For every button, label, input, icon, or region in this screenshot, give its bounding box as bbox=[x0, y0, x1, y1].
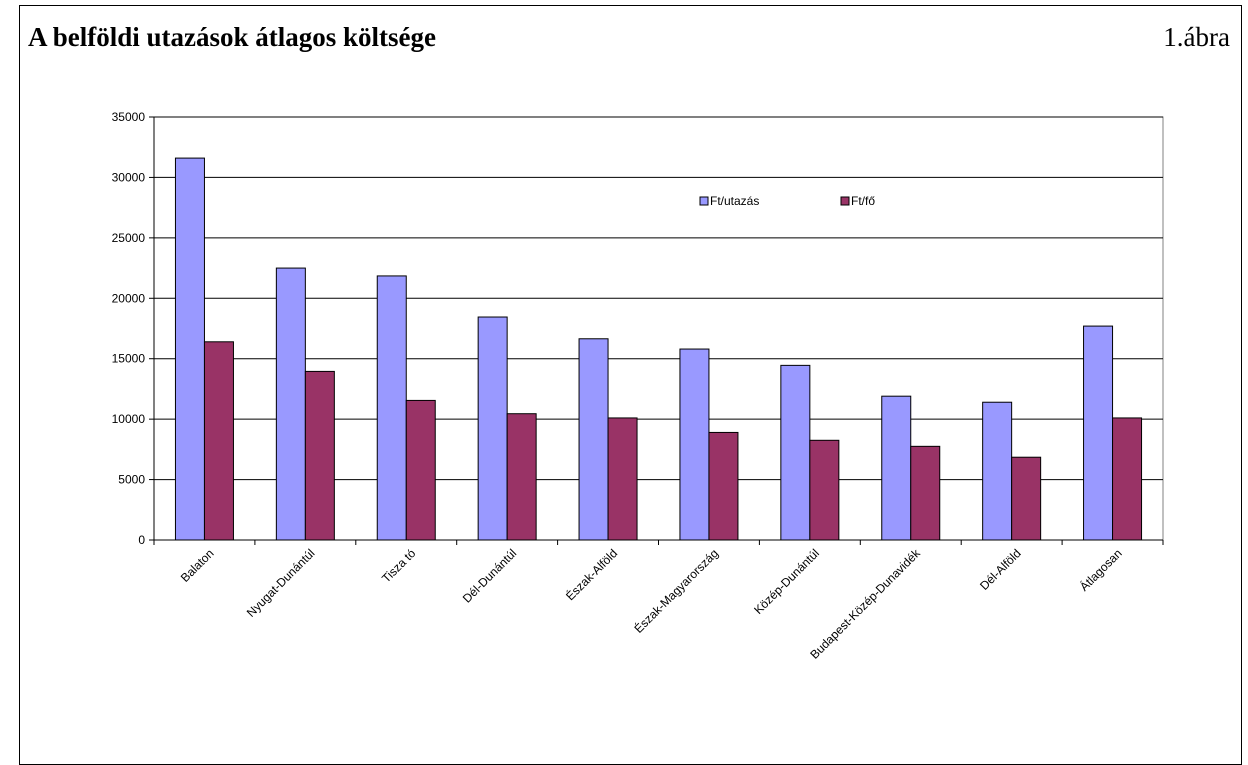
bar-ft-utazas bbox=[1083, 325, 1114, 541]
figure-label: 1.ábra bbox=[1163, 22, 1230, 52]
bar-ft-utazas bbox=[578, 338, 609, 541]
x-tick-label: Tisza tó bbox=[379, 546, 419, 586]
x-tick-label: Dél-Alföld bbox=[977, 546, 1024, 593]
y-tick-label: 25000 bbox=[112, 231, 146, 245]
bar-ft-utazas bbox=[174, 157, 205, 541]
bar-ft-fo bbox=[910, 445, 941, 541]
page-title: A belföldi utazások átlagos költsége bbox=[28, 22, 437, 52]
legend-label: Ft/fő bbox=[851, 194, 875, 208]
x-tick-label: Dél-Dunántúl bbox=[460, 546, 519, 605]
y-tick-label: 5000 bbox=[118, 473, 145, 487]
bar-ft-utazas bbox=[780, 364, 811, 541]
legend-swatch bbox=[699, 196, 709, 206]
bar-ft-fo bbox=[405, 399, 436, 541]
bar-ft-fo bbox=[1011, 456, 1042, 541]
bar-ft-utazas bbox=[982, 401, 1013, 541]
x-tick-label: Balaton bbox=[178, 546, 217, 585]
x-tick-label: Budapest-Közép-Dunavidék bbox=[807, 546, 923, 662]
x-tick-label: Közép-Dunántúl bbox=[751, 546, 822, 617]
y-tick-label: 35000 bbox=[112, 110, 146, 124]
legend-swatch bbox=[840, 196, 850, 206]
bar-ft-utazas bbox=[477, 316, 508, 541]
bar-ft-fo bbox=[607, 417, 638, 541]
bar-ft-fo bbox=[809, 439, 840, 541]
bar-ft-fo bbox=[1112, 417, 1143, 541]
y-tick-label: 15000 bbox=[112, 352, 146, 366]
x-tick-label: Észak-Magyarország bbox=[631, 546, 721, 636]
bar-ft-fo bbox=[304, 370, 335, 541]
bar-ft-utazas bbox=[679, 348, 710, 541]
bar-ft-utazas bbox=[881, 395, 912, 541]
y-tick-label: 20000 bbox=[112, 291, 146, 305]
bar-ft-fo bbox=[506, 413, 537, 541]
y-tick-label: 0 bbox=[138, 533, 145, 547]
x-tick-label: Nyugat-Dunántúl bbox=[244, 546, 318, 620]
bar-ft-utazas bbox=[275, 267, 306, 541]
y-tick-label: 30000 bbox=[112, 170, 146, 184]
bar-ft-fo bbox=[708, 431, 739, 541]
x-tick-label: Észak-Alföld bbox=[562, 546, 620, 604]
y-tick-label: 10000 bbox=[112, 412, 146, 426]
bar-ft-fo bbox=[203, 341, 234, 541]
legend-label: Ft/utazás bbox=[710, 194, 759, 208]
bar-ft-utazas bbox=[376, 275, 407, 541]
x-tick-label: Átlagosan bbox=[1076, 546, 1124, 594]
